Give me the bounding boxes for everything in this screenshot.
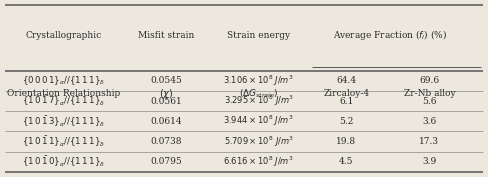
Text: 6.1: 6.1 <box>339 97 354 105</box>
Text: $\{1\,0\,\bar{1}\,3\}_\alpha//\{1\,1\,1\}_\delta$: $\{1\,0\,\bar{1}\,3\}_\alpha//\{1\,1\,1\… <box>22 114 105 129</box>
Text: 19.8: 19.8 <box>336 137 357 146</box>
Text: $(\chi)$: $(\chi)$ <box>159 87 173 101</box>
Text: 17.3: 17.3 <box>420 137 439 146</box>
Text: $\{1\,0\,\bar{1}\,1\}_\alpha//\{1\,1\,1\}_\delta$: $\{1\,0\,\bar{1}\,1\}_\alpha//\{1\,1\,1\… <box>22 134 105 149</box>
Text: 3.6: 3.6 <box>422 117 437 126</box>
Text: 3.9: 3.9 <box>422 157 437 166</box>
Text: 0.0545: 0.0545 <box>150 76 182 85</box>
Text: Zr-Nb alloy: Zr-Nb alloy <box>404 89 455 98</box>
Text: $\{1\,0\,\bar{1}\,0\}_\alpha//\{1\,1\,1\}_\delta$: $\{1\,0\,\bar{1}\,0\}_\alpha//\{1\,1\,1\… <box>22 154 105 169</box>
Text: 64.4: 64.4 <box>336 76 357 85</box>
Text: 0.0561: 0.0561 <box>150 97 182 105</box>
Text: 4.5: 4.5 <box>339 157 354 166</box>
Text: 0.0795: 0.0795 <box>150 157 182 166</box>
Text: $\{1\,0\,\bar{1}\,7\}_\alpha//\{1\,1\,1\}_\delta$: $\{1\,0\,\bar{1}\,7\}_\alpha//\{1\,1\,1\… <box>22 94 105 108</box>
Text: 0.0614: 0.0614 <box>150 117 182 126</box>
Text: Orientation Relationship: Orientation Relationship <box>7 89 120 98</box>
Text: $6.616 \times 10^8\ J/m^3$: $6.616 \times 10^8\ J/m^3$ <box>223 154 294 169</box>
Text: $(\Delta G_{strain})$: $(\Delta G_{strain})$ <box>239 88 279 100</box>
Text: 69.6: 69.6 <box>419 76 440 85</box>
Text: Strain energy: Strain energy <box>227 31 290 40</box>
Text: $\{0\,0\,0\,1\}_\alpha//\{1\,1\,1\}_\delta$: $\{0\,0\,0\,1\}_\alpha//\{1\,1\,1\}_\del… <box>22 75 105 87</box>
Text: Crystallographic: Crystallographic <box>25 31 102 40</box>
Text: Average Fraction ($\boldsymbol{f_l}$) (%): Average Fraction ($\boldsymbol{f_l}$) (%… <box>333 28 447 42</box>
Text: $3.944 \times 10^8\ J/m^3$: $3.944 \times 10^8\ J/m^3$ <box>223 114 294 129</box>
Text: $3.295 \times 10^8\ J/m^3$: $3.295 \times 10^8\ J/m^3$ <box>224 94 294 108</box>
Text: 0.0738: 0.0738 <box>150 137 182 146</box>
Text: $5.709 \times 10^8\ J/m^3$: $5.709 \times 10^8\ J/m^3$ <box>224 134 294 149</box>
Text: $3.106 \times 10^8\ J/m^3$: $3.106 \times 10^8\ J/m^3$ <box>223 74 294 88</box>
Text: Misfit strain: Misfit strain <box>138 31 194 40</box>
Text: Zircaloy-4: Zircaloy-4 <box>324 89 369 98</box>
Text: 5.6: 5.6 <box>422 97 437 105</box>
Text: 5.2: 5.2 <box>339 117 354 126</box>
